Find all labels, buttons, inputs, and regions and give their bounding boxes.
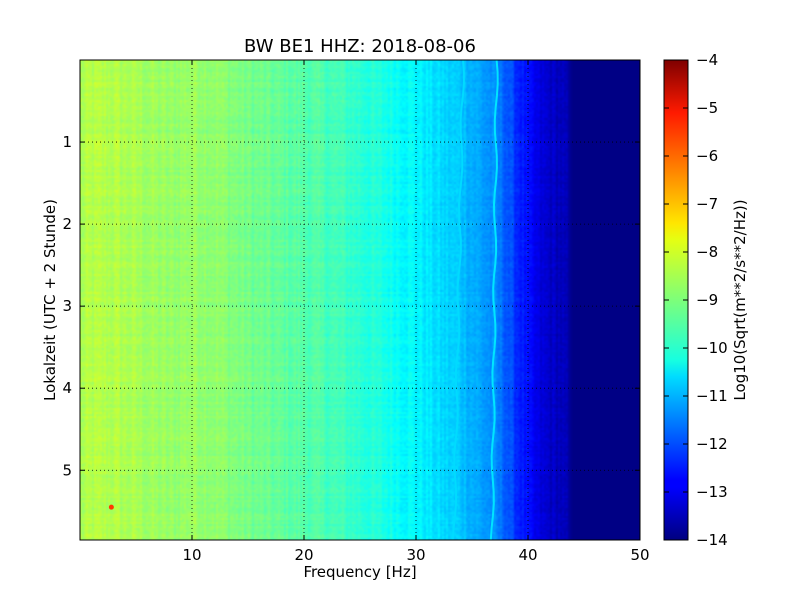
x-tick-label: 10 (182, 546, 201, 564)
y-axis: 1 2 3 4 5 (62, 133, 640, 479)
spectral-lines (451, 59, 499, 541)
y-tick-label: 5 (62, 461, 72, 479)
colorbar-tick-label: −7 (696, 195, 718, 213)
x-axis: 10 20 30 40 50 (182, 60, 650, 564)
x-tick-label: 20 (294, 546, 313, 564)
spectral-line-1 (451, 59, 465, 541)
spectral-line-2 (489, 59, 499, 541)
y-tick-label: 3 (62, 297, 72, 315)
x-tick-label: 40 (518, 546, 537, 564)
y-tick-label: 1 (62, 133, 72, 151)
plot-frame (79, 59, 641, 541)
colorbar-label: Log10(Sqrt(m**2/s**2/Hz)) (731, 199, 749, 400)
colorbar-tick-label: −11 (696, 387, 728, 405)
spectrogram-image (80, 60, 640, 540)
x-tick-label: 30 (406, 546, 425, 564)
y-axis-label: Lokalzeit (UTC + 2 Stunde) (41, 199, 59, 401)
heatmap-area (79, 59, 641, 541)
x-axis-label: Frequency [Hz] (303, 563, 416, 581)
colorbar-tick-label: −13 (696, 483, 728, 501)
peak-layer (108, 504, 114, 510)
colorbar-ticks: −4 −5 −6 −7 −8 −9 −10 −11 −12 −13 −14 (664, 51, 728, 549)
colorbar-tick-label: −12 (696, 435, 728, 453)
y-tick-label: 2 (62, 215, 72, 233)
colorbar-tick-label: −5 (696, 99, 718, 117)
colorbar-tick-label: −10 (696, 339, 728, 357)
x-tick-label: 50 (630, 546, 649, 564)
colorbar-tick-label: −4 (696, 51, 718, 69)
peak-event-mark (108, 504, 114, 510)
y-tick-label: 4 (62, 379, 72, 397)
colorbar-tick-label: −8 (696, 243, 718, 261)
colorbar: −4 −5 −6 −7 −8 −9 −10 −11 −12 −13 −14 Log10(Sqrt(m… (663, 51, 749, 549)
colorbar-tick-label: −6 (696, 147, 718, 165)
chart-title: BW BE1 HHZ: 2018-08-06 (244, 36, 476, 57)
colorbar-tick-label: −14 (696, 531, 728, 549)
grid-lines (80, 60, 640, 540)
colorbar-tick-label: −9 (696, 291, 718, 309)
